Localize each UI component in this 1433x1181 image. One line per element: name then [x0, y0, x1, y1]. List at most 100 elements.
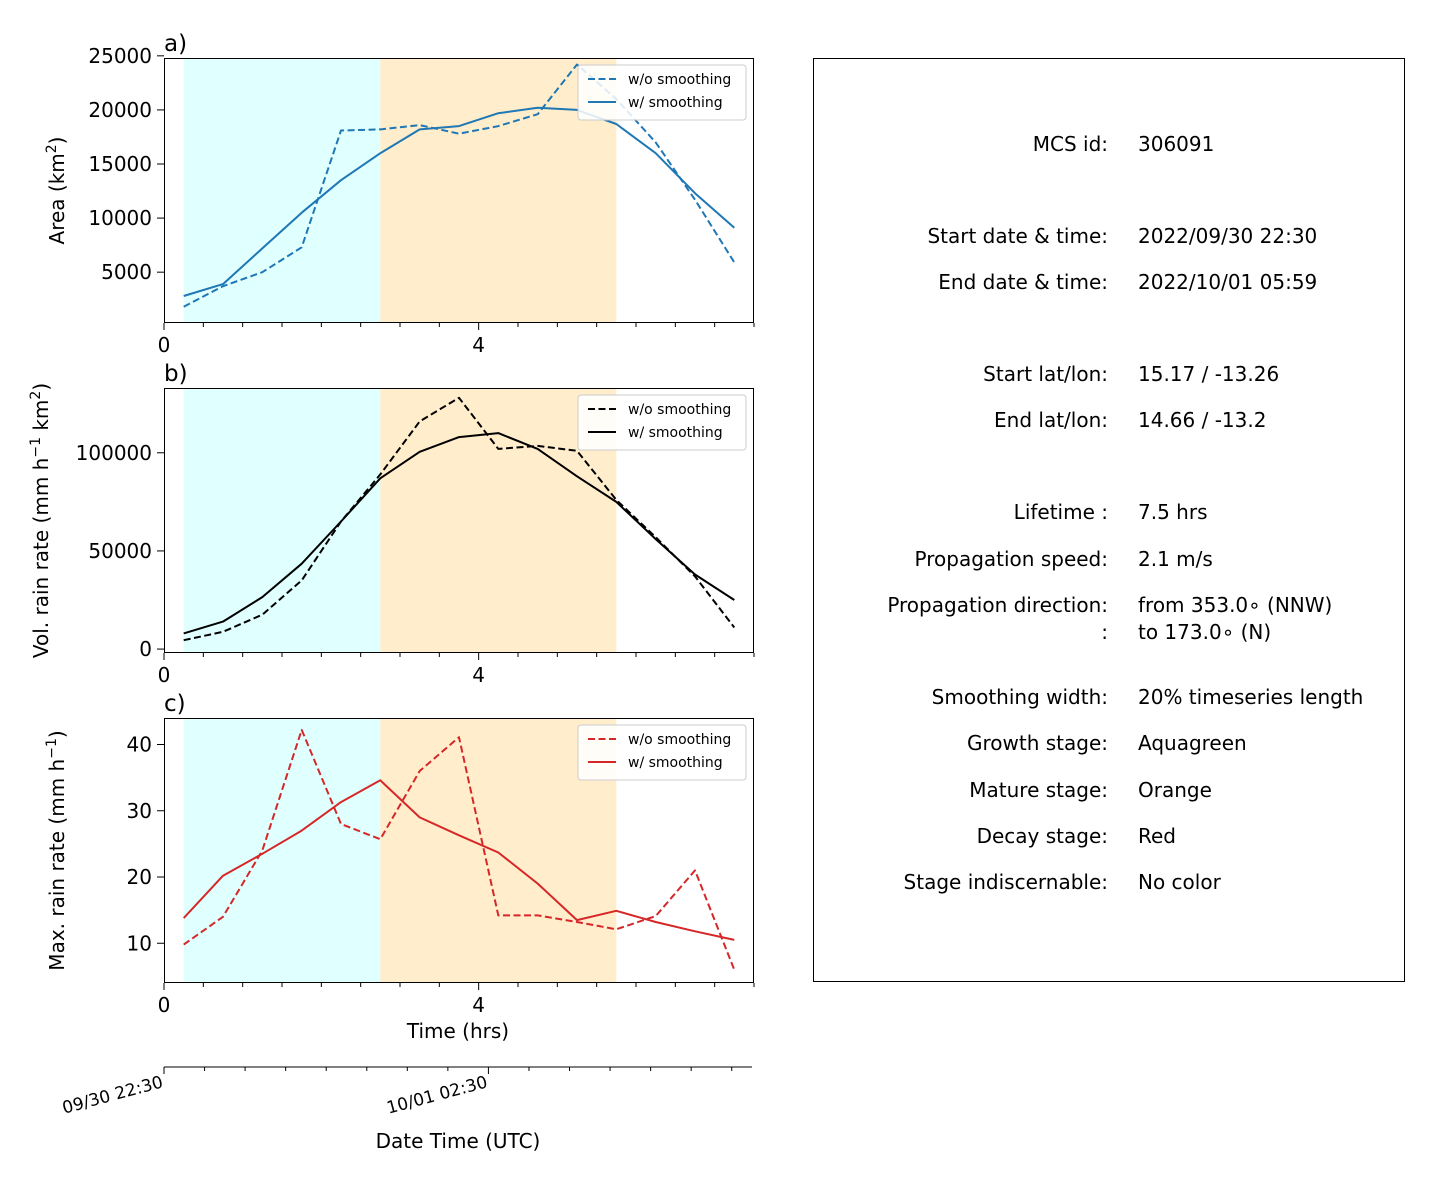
- info-panel-border: [813, 58, 1405, 982]
- y-tick-label: 50000: [88, 539, 152, 563]
- y-tick-label: 25000: [88, 44, 152, 68]
- date-axis-ticks: 09/30 22:30 10/01 02:30: [60, 1067, 733, 1119]
- legend: w/o smoothing w/ smoothing: [577, 394, 747, 451]
- axes-frame: [164, 718, 754, 983]
- stage-band-growth: [183, 388, 381, 653]
- y-tick-label: 0: [139, 637, 152, 661]
- end-latlon-value: 14.66 / -13.2: [1138, 408, 1266, 432]
- propagation-direction-label-2: :: [1101, 620, 1108, 644]
- y-axis-label-main: Area (km: [45, 153, 69, 244]
- decay-stage-label: Decay stage:: [977, 824, 1108, 848]
- decay-stage-value: Red: [1138, 824, 1176, 848]
- propagation-speed-label: Propagation speed:: [915, 547, 1108, 571]
- legend-box: [577, 394, 747, 451]
- y-axis-label: Area (km2): [44, 137, 69, 245]
- legend: w/o smoothing w/ smoothing: [577, 64, 747, 121]
- series-lines: [183, 396, 736, 642]
- x-tick-label: 0: [158, 993, 171, 1017]
- y-axis-label-end: ): [29, 383, 53, 391]
- y-tick-label: 30: [127, 799, 152, 823]
- date-tick-label: 10/01 02:30: [385, 1073, 490, 1119]
- series-line-raw: [183, 396, 736, 642]
- y-tick-label: 100000: [76, 441, 152, 465]
- y-tick-label: 15000: [88, 152, 152, 176]
- y-axis-label: Vol. rain rate (mm h−1 km2): [28, 383, 53, 658]
- y-tick-label: 20: [127, 865, 152, 889]
- propagation-direction-label: Propagation direction:: [887, 593, 1108, 617]
- y-tick-label: 10: [127, 931, 152, 955]
- panel-1: 5000 10000 15000 20000 25000 0 4 a) Area (km2) w/…: [44, 31, 755, 357]
- series-line-smoothed: [182, 779, 735, 941]
- legend-box: [577, 64, 747, 121]
- panel-2: 0 50000 100000 0 4 b) Vol. rain rate (mm h−1 k…: [28, 361, 755, 687]
- stage-band-growth: [183, 718, 381, 983]
- growth-stage-label: Growth stage:: [967, 731, 1108, 755]
- stage-indiscernable-value: No color: [1138, 870, 1222, 894]
- stage-band-growth: [183, 58, 381, 323]
- mcs-id-label: MCS id:: [1033, 132, 1108, 156]
- axes-frame: [164, 58, 754, 323]
- y-tick-label: 20000: [88, 98, 152, 122]
- date-tick-label: 09/30 22:30: [60, 1073, 165, 1119]
- stage-band-mature: [380, 718, 617, 983]
- lifetime-label: Lifetime :: [1014, 500, 1108, 524]
- y-tick-label: 5000: [101, 260, 152, 284]
- legend-label: w/o smoothing: [628, 72, 731, 88]
- info-panel: MCS id: 306091 Start date & time: 2022/0…: [813, 58, 1405, 982]
- legend-label: w/o smoothing: [628, 732, 731, 748]
- mature-stage-value: Orange: [1138, 778, 1212, 802]
- y-axis-label-mid: km: [29, 400, 53, 437]
- x-tick-label: 4: [472, 993, 485, 1017]
- smoothing-width-label: Smoothing width:: [932, 685, 1108, 709]
- y-axis-label: Max. rain rate (mm h−1): [44, 730, 69, 970]
- x-tick-label: 0: [158, 663, 171, 687]
- series-line-raw: [183, 63, 736, 308]
- lifetime-value: 7.5 hrs: [1138, 500, 1207, 524]
- growth-stage-value: Aquagreen: [1138, 731, 1247, 755]
- x-tick-label: 0: [158, 333, 171, 357]
- propagation-speed-value: 2.1 m/s: [1138, 547, 1213, 571]
- y-axis-label-main: Vol. rain rate (mm h: [29, 458, 53, 659]
- legend-label: w/o smoothing: [628, 402, 731, 418]
- y-axis-label-sup: 2: [28, 391, 44, 400]
- axes-frame: [164, 388, 754, 653]
- stage-band-mature: [380, 58, 617, 323]
- legend-label: w/ smoothing: [628, 425, 723, 441]
- legend-label: w/ smoothing: [628, 95, 723, 111]
- y-tick-label: 10000: [88, 206, 152, 230]
- series-lines: [183, 63, 736, 308]
- end-latlon-label: End lat/lon:: [994, 408, 1108, 432]
- mature-stage-label: Mature stage:: [969, 778, 1108, 802]
- propagation-direction-to: to 173.0∘ (N): [1138, 620, 1271, 644]
- legend: w/o smoothing w/ smoothing: [577, 724, 747, 781]
- panel-label: c): [164, 691, 186, 717]
- panel-label: b): [164, 361, 188, 387]
- y-tick-label: 40: [127, 733, 152, 757]
- series-line-smoothed: [183, 432, 735, 635]
- date-axis-title: Date Time (UTC): [376, 1129, 541, 1153]
- date-axis: 09/30 22:30 10/01 02:30 Date Time (UTC): [60, 1066, 752, 1153]
- start-latlon-label: Start lat/lon:: [983, 362, 1108, 386]
- panel-label: a): [164, 31, 187, 57]
- start-latlon-value: 15.17 / -13.26: [1138, 362, 1279, 386]
- end-datetime-label: End date & time:: [938, 270, 1108, 294]
- smoothing-width-value: 20% timeseries length: [1138, 685, 1363, 709]
- end-datetime-value: 2022/10/01 05:59: [1138, 270, 1317, 294]
- x-tick-label: 4: [472, 663, 485, 687]
- start-datetime-value: 2022/09/30 22:30: [1138, 224, 1317, 248]
- y-axis-label-end: ): [45, 137, 69, 145]
- y-axis-label-sup: −1: [28, 437, 44, 458]
- panel-3: 10 20 30 40 0 4 c) Max. rain rate (mm h−1) Time …: [44, 691, 755, 1043]
- start-datetime-label: Start date & time:: [927, 224, 1108, 248]
- legend-box: [577, 724, 747, 781]
- y-axis-label-end: ): [45, 730, 69, 738]
- x-tick-label: 4: [472, 333, 485, 357]
- y-axis-label-sup: 2: [44, 144, 60, 153]
- y-axis-label-sup: −1: [44, 738, 60, 759]
- stage-indiscernable-label: Stage indiscernable:: [904, 870, 1108, 894]
- series-line-smoothed: [183, 106, 735, 297]
- x-axis-label: Time (hrs): [406, 1019, 509, 1043]
- series-lines: [182, 728, 736, 971]
